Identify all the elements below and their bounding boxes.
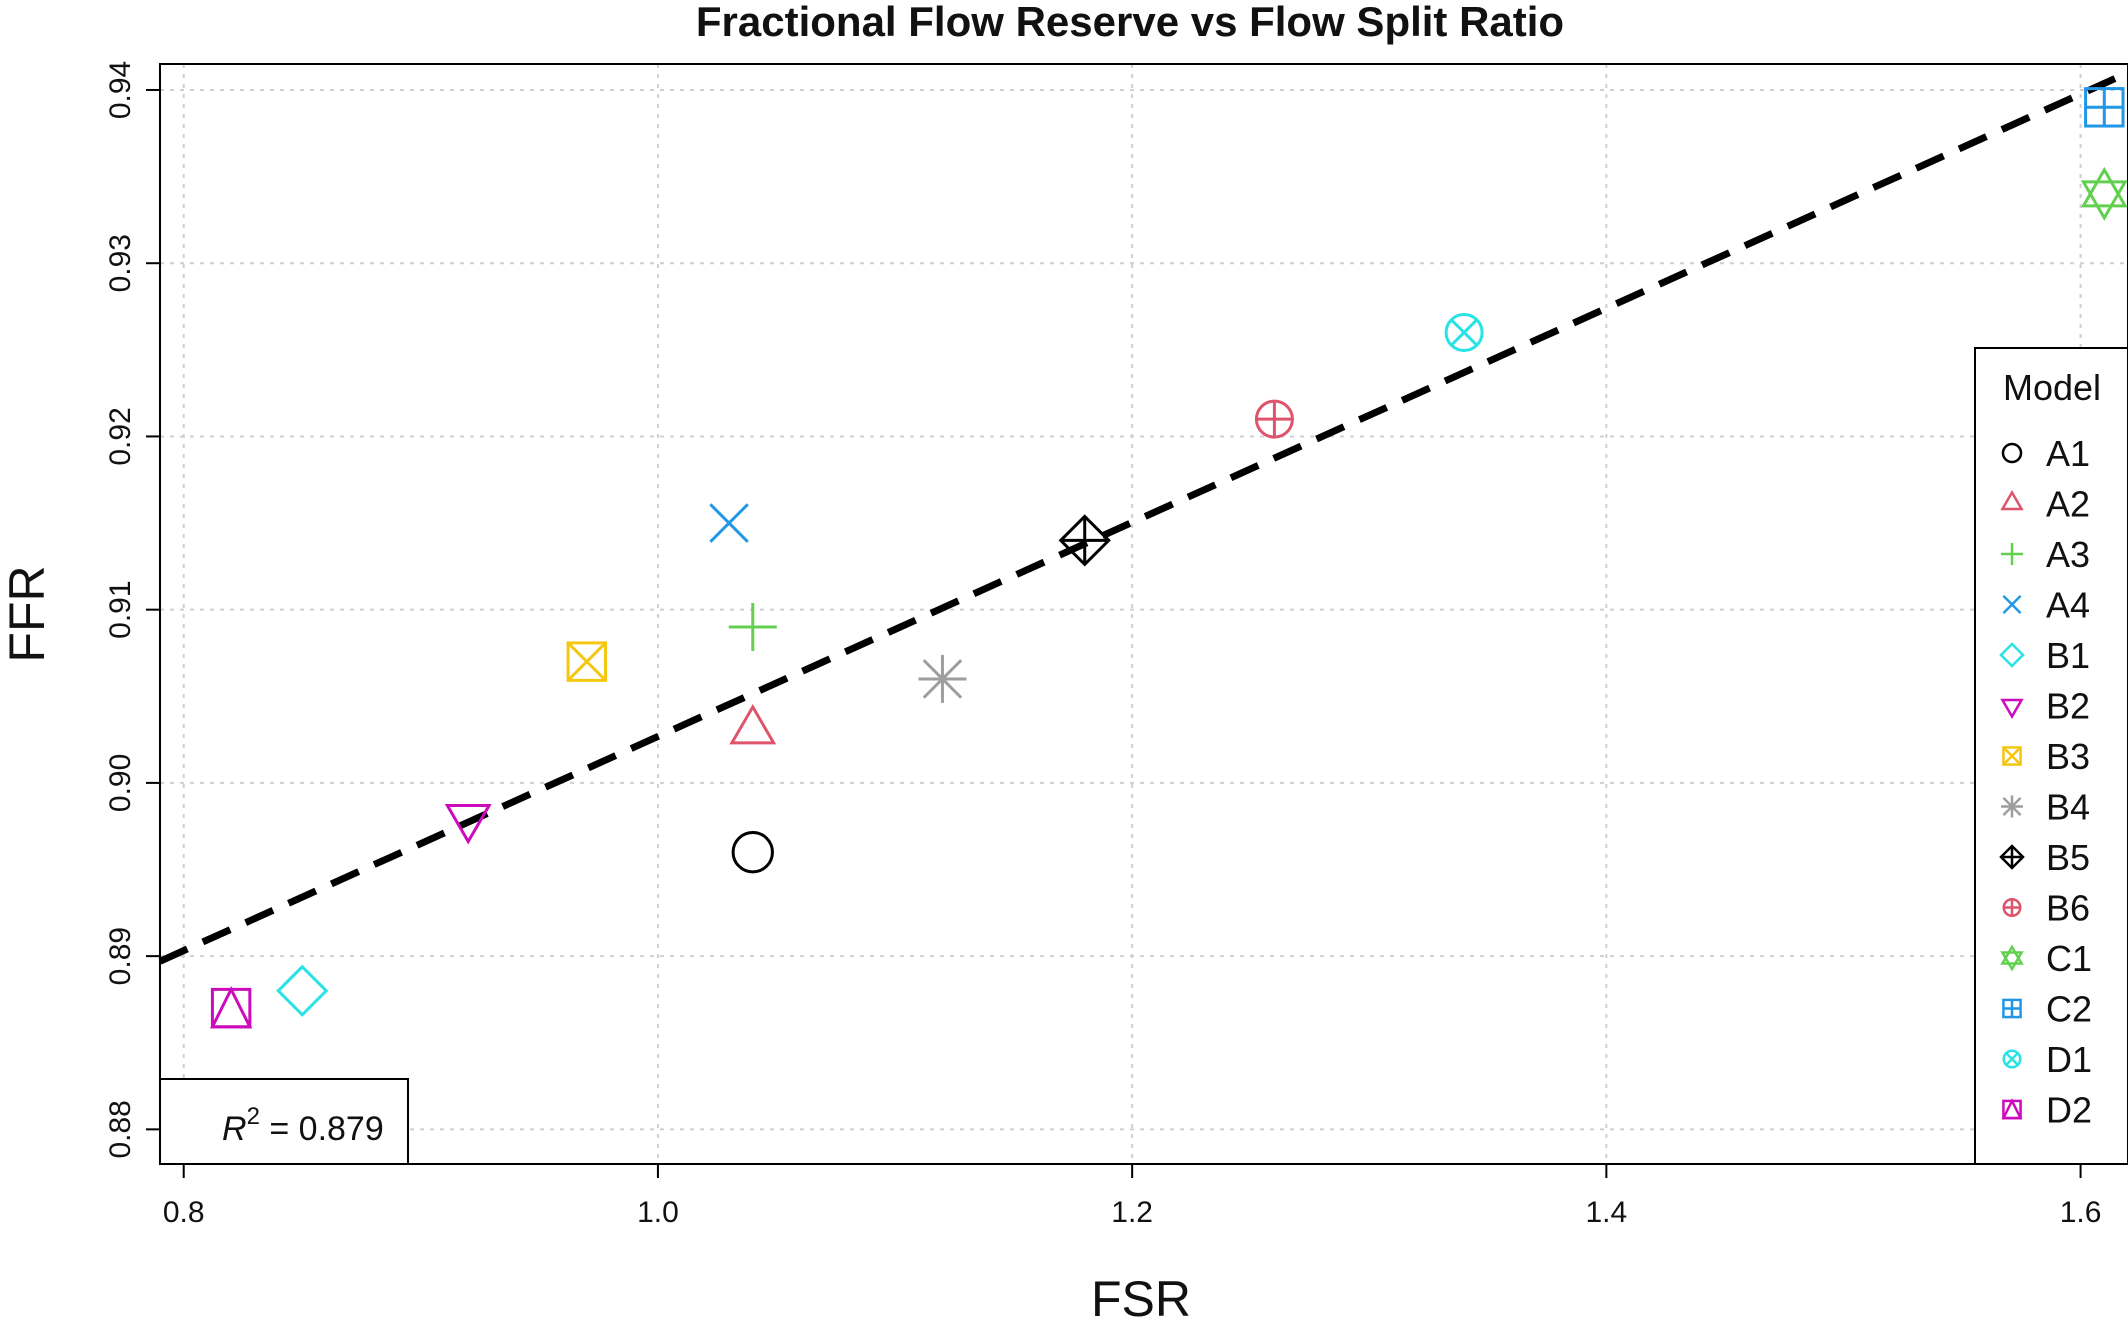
x-axis: 0.8 1.0 1.2 1.4 1.6: [163, 1164, 2102, 1229]
legend-marker-c1: [2000, 944, 2024, 972]
point-a1: [731, 831, 774, 874]
legend: Model A1 A2 A3 A4 B1 B2 B3 B4 B5 B6 C1 C2 D1 D2: [1974, 347, 2128, 1165]
y-tick-label: 0.88: [104, 1100, 137, 1158]
legend-item-b5: B5: [1999, 837, 2090, 878]
legend-marker-b2: [2000, 698, 2024, 719]
legend-label: B6: [2046, 888, 2090, 929]
legend-item-c1: C1: [2000, 938, 2092, 979]
legend-marker-d2: [2001, 1098, 2023, 1120]
y-tick-label: 0.91: [104, 580, 137, 638]
legend-label: B2: [2046, 686, 2090, 727]
legend-item-d2: D2: [2001, 1090, 2092, 1131]
legend-item-c2: C2: [2002, 989, 2092, 1030]
legend-item-a1: A1: [2001, 433, 2090, 474]
x-tick-label: 1.0: [637, 1196, 679, 1229]
legend-label: B3: [2046, 736, 2090, 777]
legend-item-b4: B4: [2001, 787, 2090, 828]
regression-fit-line: [158, 69, 2128, 965]
legend-item-b2: B2: [2000, 686, 2090, 727]
r2-superscript: 2: [247, 1103, 260, 1130]
legend-marker-a4: [2002, 595, 2022, 614]
y-tick-label: 0.94: [104, 61, 137, 119]
legend-marker-b6: [2002, 898, 2022, 917]
point-a3: [728, 602, 777, 651]
x-axis-label: FSR: [1091, 1271, 1191, 1327]
legend-item-b6: B6: [2002, 888, 2090, 929]
legend-label: B4: [2046, 787, 2090, 828]
y-axis-label: FFR: [0, 565, 55, 662]
legend-label: C1: [2046, 938, 2092, 979]
plot-frame: [159, 63, 2128, 1165]
legend-item-a3: A3: [2001, 534, 2090, 575]
r2-label: R2 = 0.879: [222, 1103, 384, 1148]
legend-item-a4: A4: [2002, 585, 2090, 626]
fit-line-group: [158, 69, 2128, 965]
y-tick-label: 0.90: [104, 754, 137, 812]
legend-item-a2: A2: [2000, 484, 2090, 525]
legend-label: A2: [2046, 484, 2090, 525]
y-axis: 0.88 0.89 0.90 0.91 0.92 0.93 0.94: [104, 61, 160, 1159]
point-a2: [729, 703, 777, 745]
legend-marker-b1: [1999, 642, 2025, 668]
legend-marker-a3: [2001, 543, 2023, 565]
point-a4: [709, 503, 749, 543]
legend-label: D1: [2046, 1039, 2092, 1080]
legend-item-b3: B3: [2002, 736, 2090, 777]
point-d2: [209, 986, 253, 1029]
point-b1: [276, 964, 329, 1017]
x-tick-label: 1.6: [2060, 1196, 2102, 1229]
legend-label: B5: [2046, 837, 2090, 878]
x-tick-label: 1.4: [1586, 1196, 1628, 1229]
chart-title: Fractional Flow Reserve vs Flow Split Ra…: [696, 0, 1564, 45]
legend-item-d1: D1: [2002, 1039, 2092, 1080]
point-b4: [918, 654, 967, 703]
legend-label: D2: [2046, 1090, 2092, 1131]
y-tick-label: 0.92: [104, 407, 137, 465]
point-b6: [1254, 399, 1294, 439]
grid: [160, 64, 2128, 1164]
legend-label: A1: [2046, 433, 2090, 474]
legend-marker-a1: [2001, 442, 2023, 464]
legend-label: A4: [2046, 585, 2090, 626]
point-b3: [566, 641, 608, 682]
legend-marker-b5: [1999, 844, 2025, 870]
legend-title: Model: [2003, 367, 2101, 408]
point-d1: [1444, 313, 1484, 353]
point-b5: [1058, 514, 1111, 567]
legend-label: A3: [2046, 534, 2090, 575]
legend-marker-d1: [2002, 1049, 2022, 1069]
y-tick-label: 0.89: [104, 927, 137, 985]
legend-marker-b4: [2001, 795, 2023, 818]
point-b2: [444, 804, 492, 845]
r2-annotation: R2 = 0.879: [159, 1078, 409, 1165]
legend-label: B1: [2046, 635, 2090, 676]
point-c1: [2080, 166, 2128, 221]
point-c2: [2084, 87, 2125, 128]
legend-label: C2: [2046, 989, 2092, 1030]
r2-value: = 0.879: [260, 1110, 384, 1148]
legend-frame: [1974, 347, 2128, 1165]
data-points: [209, 87, 2128, 1029]
r2-prefix: R: [222, 1110, 247, 1148]
legend-marker-c2: [2002, 998, 2022, 1019]
r2-box-frame: [159, 1078, 409, 1165]
legend-item-b1: B1: [1999, 635, 2090, 676]
legend-marker-a2: [2000, 490, 2024, 511]
x-tick-label: 0.8: [163, 1196, 205, 1229]
legend-items: A1 A2 A3 A4 B1 B2 B3 B4 B5 B6 C1 C2 D1 D2: [1999, 433, 2092, 1131]
y-tick-label: 0.93: [104, 234, 137, 292]
x-tick-label: 1.2: [1111, 1196, 1153, 1229]
legend-marker-b3: [2002, 746, 2022, 766]
